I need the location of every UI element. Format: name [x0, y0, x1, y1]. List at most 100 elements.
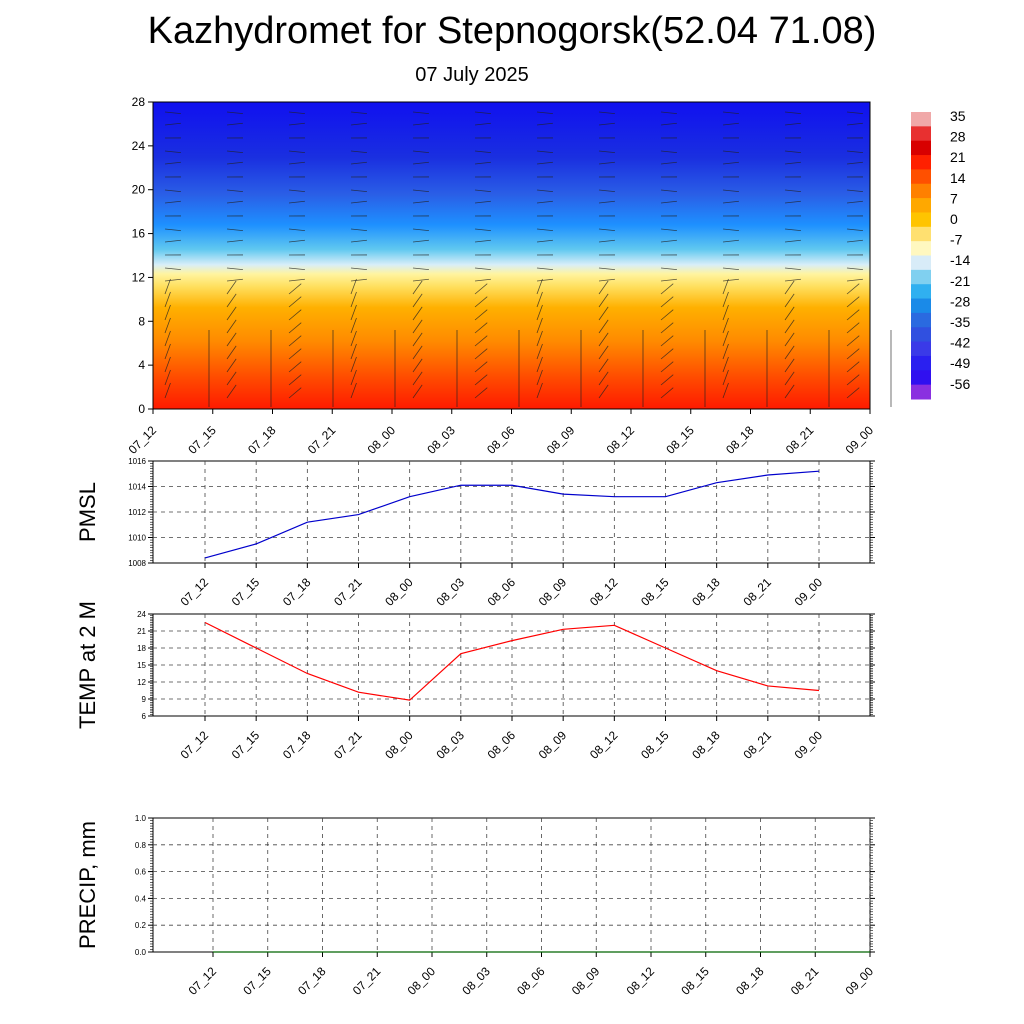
wind-barb [412, 358, 423, 373]
wind-barb [722, 330, 729, 347]
wind-barb [164, 200, 181, 204]
wind-barb [412, 293, 423, 308]
colorbar-swatch [911, 112, 931, 127]
wind-barb [598, 280, 609, 295]
wind-barb [846, 322, 860, 334]
colorbar-label: 28 [950, 129, 966, 145]
wind-barb [350, 343, 357, 360]
wind-barb [350, 291, 357, 308]
wind-barb [846, 309, 860, 321]
x-tick-label: 07_21 [331, 728, 365, 762]
y-tick-label: 0.0 [135, 948, 147, 957]
x-tick-label: 07_12 [178, 575, 212, 609]
wind-barb [474, 200, 491, 204]
wind-barb [784, 293, 795, 308]
wind-barb [722, 317, 729, 334]
y-tick-label: 0.2 [135, 921, 147, 930]
cross-section-x-tick-label: 08_09 [544, 423, 578, 457]
y-tick-label: 0.8 [135, 841, 147, 850]
wind-barb [164, 267, 181, 270]
chart-title: Kazhydromet for Stepnogorsk(52.04 71.08) [147, 10, 877, 52]
y-tick-label: 1012 [128, 508, 146, 517]
wind-barb [226, 293, 237, 308]
wind-barb [226, 228, 243, 231]
wind-barb [288, 278, 305, 282]
wind-barb [412, 371, 423, 386]
x-tick-label: 08_21 [788, 964, 822, 998]
wind-barb [722, 369, 729, 386]
series-line [204, 470, 820, 559]
cross-section-y-tick-label: 12 [132, 270, 146, 284]
wind-barb [164, 343, 171, 360]
wind-barb [536, 382, 543, 399]
colorbar-swatch [911, 355, 931, 371]
wind-barb [474, 322, 488, 334]
x-tick-label: 08_18 [689, 728, 723, 762]
wind-barb [412, 345, 423, 360]
wind-barb [598, 332, 609, 347]
precip-panel: 0.0 0.2 0.4 0.6 0.8 1.0 07_12 07_15 07_18 07_21 08… [75, 814, 876, 998]
wind-barb [164, 369, 171, 386]
colorbar-swatch [911, 212, 931, 228]
wind-barb [784, 161, 801, 165]
cross-section-x-tick-label: 08_00 [365, 423, 399, 457]
wind-barb [846, 374, 860, 386]
wind-barb [598, 306, 609, 321]
y-tick-label: 1016 [128, 457, 146, 466]
wind-barb [536, 291, 543, 308]
wind-barb [536, 200, 553, 204]
wind-barb [784, 267, 801, 270]
cross-section-y-tick-label: 4 [138, 358, 145, 372]
wind-barb [660, 322, 674, 334]
wind-barb [722, 200, 739, 204]
wind-barb [288, 348, 302, 360]
cross-section-x-tick-label: 07_18 [245, 423, 279, 457]
y-tick-label: 1010 [128, 534, 146, 543]
wind-barb [660, 111, 677, 114]
wind-barb [536, 161, 553, 165]
wind-barb [412, 228, 429, 231]
wind-barb [784, 384, 795, 399]
wind-barb [722, 239, 739, 243]
wind-barb [226, 280, 237, 295]
wind-barb [164, 356, 171, 373]
wind-barb [164, 278, 181, 282]
wind-barb [536, 111, 553, 114]
wind-barb [660, 122, 677, 126]
x-tick-label: 07_18 [280, 575, 314, 609]
wind-barb [722, 267, 739, 270]
wind-barb [846, 278, 863, 282]
wind-barb [598, 228, 615, 231]
cross-section-y-tick-label: 8 [138, 314, 145, 328]
wind-barb [288, 228, 305, 231]
wind-barb [598, 111, 615, 114]
wind-barb [660, 161, 677, 165]
wind-barb [598, 371, 609, 386]
wind-barb [474, 150, 491, 153]
colorbar-swatch [911, 183, 931, 199]
wind-barb [164, 304, 171, 321]
y-tick-label: 18 [137, 644, 146, 653]
colorbar-swatch [911, 370, 931, 386]
wind-barb [846, 283, 860, 295]
x-tick-label: 07_15 [229, 728, 263, 762]
wind-barb [846, 150, 863, 153]
series-line [204, 621, 820, 701]
cross-section-y-tick-label: 24 [132, 139, 146, 153]
wind-barb [660, 283, 674, 295]
x-tick-label: 07_12 [178, 728, 212, 762]
wind-barb [846, 348, 860, 360]
wind-barb [350, 228, 367, 231]
wind-barb [536, 343, 543, 360]
y-axis-label: PMSL [75, 482, 100, 542]
wind-barb [226, 122, 243, 126]
chart-subtitle: 07 July 2025 [415, 64, 529, 86]
x-tick-label: 08_00 [405, 964, 439, 998]
wind-barb [474, 228, 491, 231]
wind-barb [350, 122, 367, 126]
y-axis-label: PRECIP, mm [75, 821, 100, 949]
wind-barb [784, 122, 801, 126]
y-tick-label: 9 [142, 695, 147, 704]
cross-section-x-tick-label: 08_18 [723, 423, 757, 457]
wind-barbs [164, 111, 892, 407]
